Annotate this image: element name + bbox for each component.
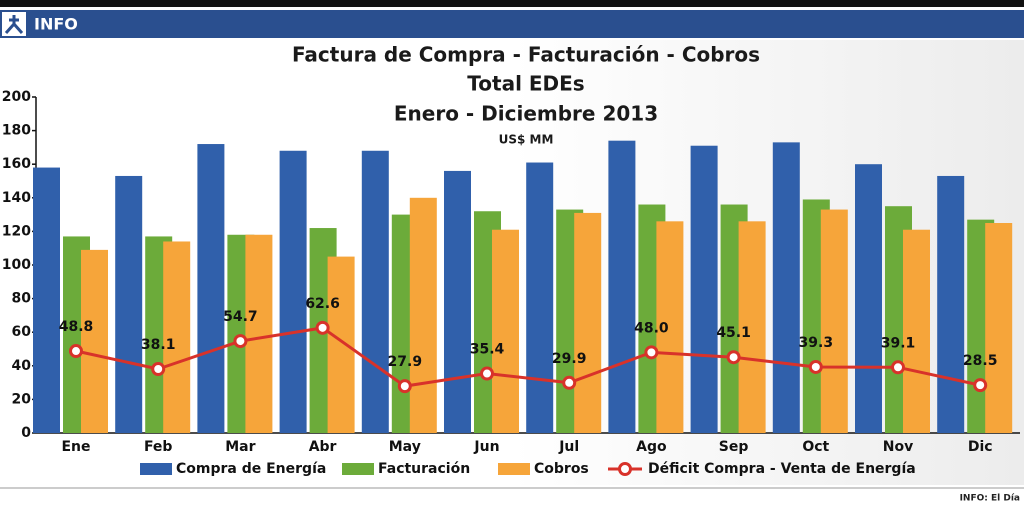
header-bar xyxy=(0,10,1024,38)
bar xyxy=(574,212,602,433)
legend-label: Cobros xyxy=(534,461,589,477)
bar xyxy=(115,175,143,433)
bar xyxy=(197,144,225,434)
data-label: 27.9 xyxy=(388,354,423,370)
legend-swatch xyxy=(140,463,172,475)
line-point xyxy=(891,360,905,375)
bar xyxy=(327,256,355,433)
data-label: 29.9 xyxy=(552,351,587,367)
bar xyxy=(492,229,519,433)
x-tick-label: Abr xyxy=(309,439,337,455)
bar xyxy=(361,150,389,433)
x-tick-label: Nov xyxy=(883,439,913,455)
line-point xyxy=(726,350,741,365)
y-tick-label: 100 xyxy=(2,257,31,273)
bar xyxy=(81,249,108,433)
bar xyxy=(279,150,307,433)
x-tick-label: Sep xyxy=(719,439,749,455)
line-point xyxy=(315,320,330,335)
bar xyxy=(903,229,930,433)
data-label: 62.6 xyxy=(305,296,340,312)
bar xyxy=(163,241,191,433)
x-tick-label: Jun xyxy=(473,439,499,455)
bar xyxy=(526,162,554,433)
y-tick-label: 60 xyxy=(12,324,32,340)
bar xyxy=(33,167,60,433)
bar xyxy=(772,142,800,434)
chart-unit: US$ MM xyxy=(499,133,554,147)
bar xyxy=(656,221,684,433)
legend-swatch xyxy=(498,463,530,475)
chart-subtitle: Total EDEs xyxy=(467,72,584,96)
line-point xyxy=(151,361,166,376)
bar xyxy=(245,234,273,433)
line xyxy=(75,326,981,388)
header-icon xyxy=(4,15,24,34)
legend-marker xyxy=(618,462,632,476)
bar xyxy=(738,221,766,433)
chart-title: Factura de Compra - Facturación - Cobros xyxy=(292,43,760,67)
line-point xyxy=(480,366,494,381)
data-label: 45.1 xyxy=(716,325,751,341)
data-label: 48.0 xyxy=(634,320,669,336)
line-point xyxy=(562,375,577,390)
y-tick-label: 40 xyxy=(12,358,32,374)
legend-label: Facturación xyxy=(378,461,470,477)
header-label: INFO xyxy=(34,15,78,34)
chart-period: Enero - Diciembre 2013 xyxy=(394,102,658,126)
legend-label: Déficit Compra - Venta de Energía xyxy=(648,461,916,477)
y-tick-label: 140 xyxy=(2,190,31,206)
line-point xyxy=(233,334,248,349)
line-point xyxy=(397,379,412,394)
y-tick-label: 160 xyxy=(2,156,31,172)
x-tick-label: Ago xyxy=(636,439,667,455)
legend-swatch xyxy=(342,463,374,475)
legend-label: Compra de Energía xyxy=(176,461,326,477)
x-tick-label: Dic xyxy=(968,439,993,455)
bar xyxy=(444,170,471,434)
bar xyxy=(855,164,882,433)
bar xyxy=(820,209,848,433)
data-label: 39.3 xyxy=(799,335,834,351)
line-point xyxy=(808,359,823,374)
data-label: 54.7 xyxy=(223,309,258,325)
bar xyxy=(608,140,636,433)
data-label: 35.4 xyxy=(470,342,505,358)
line-point xyxy=(973,378,988,393)
bar xyxy=(985,223,1013,433)
bar xyxy=(409,197,437,433)
x-tick-label: May xyxy=(389,439,421,455)
line-point xyxy=(69,344,83,359)
data-label: 38.1 xyxy=(141,337,176,353)
x-tick-label: Feb xyxy=(144,439,173,455)
y-tick-label: 120 xyxy=(2,223,31,239)
y-tick-label: 180 xyxy=(2,123,31,139)
y-tick-label: 200 xyxy=(2,89,31,105)
bar xyxy=(937,175,965,433)
top-strip xyxy=(0,0,1024,7)
x-tick-label: Mar xyxy=(225,439,255,455)
data-label: 48.8 xyxy=(59,319,94,335)
y-tick-label: 20 xyxy=(12,391,32,407)
data-label: 28.5 xyxy=(963,353,998,369)
data-label: 39.1 xyxy=(881,335,916,351)
x-tick-label: Ene xyxy=(61,439,90,455)
y-tick-label: 0 xyxy=(21,425,31,441)
x-tick-label: Jul xyxy=(558,439,579,455)
x-tick-label: Oct xyxy=(802,439,829,455)
footer-credit: INFO: El Día xyxy=(960,494,1020,504)
line-point xyxy=(644,345,659,360)
bar xyxy=(690,145,718,433)
y-tick-label: 80 xyxy=(12,291,32,307)
